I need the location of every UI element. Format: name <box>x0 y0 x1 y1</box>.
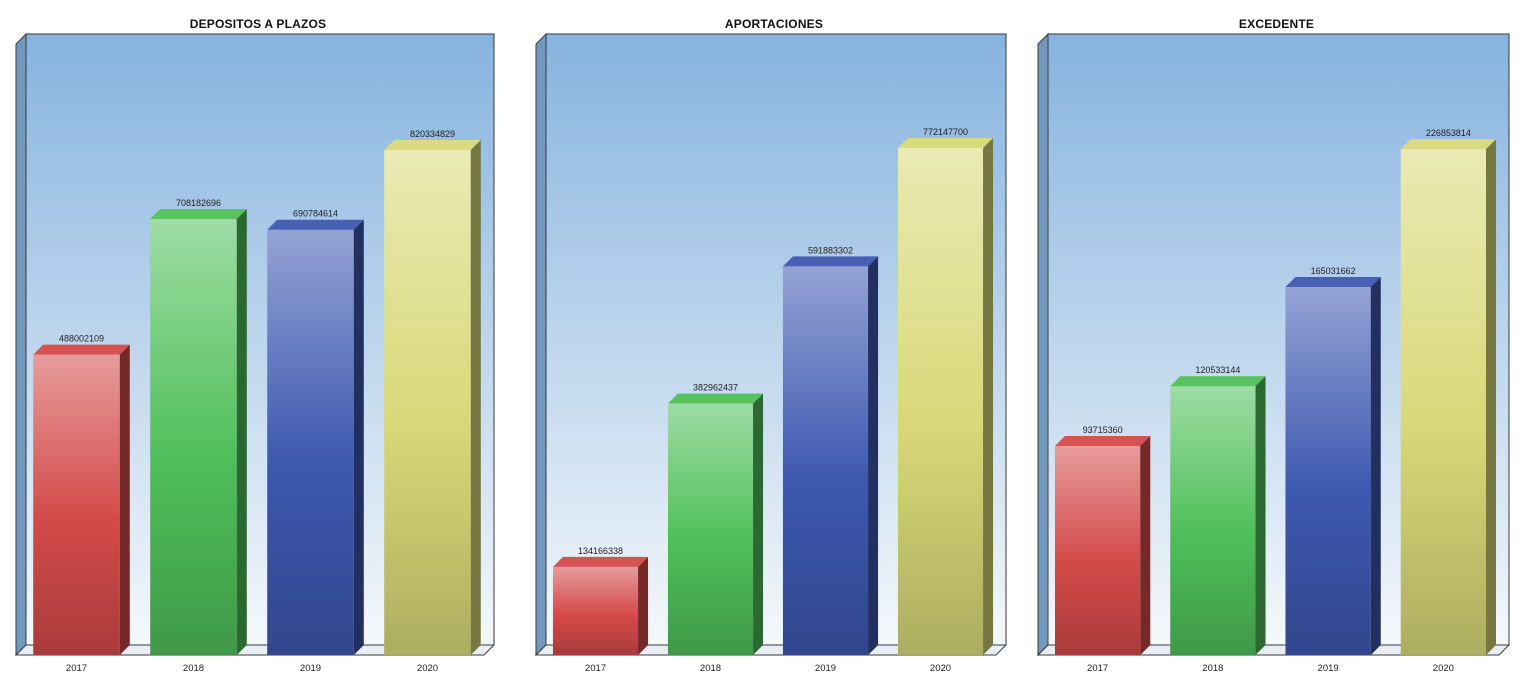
x-tick-label: 2017 <box>66 663 87 674</box>
value-label: 226853814 <box>1426 128 1471 138</box>
value-label: 382962437 <box>693 383 738 393</box>
value-label: 488002109 <box>59 334 104 344</box>
x-tick-label: 2019 <box>1318 663 1339 674</box>
bar-side <box>1486 139 1497 656</box>
value-label: 120533144 <box>1195 365 1240 375</box>
bar-side <box>236 209 247 655</box>
chart-depositos: DEPOSITOS A PLAZOS 488002109 2017 70818269… <box>8 0 508 680</box>
bar-front <box>782 266 869 655</box>
bar-top <box>1400 139 1497 150</box>
bar-top <box>667 393 764 404</box>
chart-title: APORTACIONES <box>724 17 824 31</box>
chart-excedente: EXCEDENTE 93715360 2017 120533144 2018 16503… <box>1030 0 1523 680</box>
value-label: 690784614 <box>293 209 338 219</box>
chart-plot: 488002109 2017 708182696 2018 690784614 2019 8… <box>14 32 496 674</box>
bar-2019 <box>267 219 364 655</box>
bar-front <box>150 219 237 655</box>
bar-side <box>1370 276 1381 655</box>
bar-2019 <box>782 256 879 655</box>
bar-top <box>1054 435 1151 446</box>
bar-2020 <box>1400 139 1497 656</box>
x-tick-label: 2018 <box>183 663 204 674</box>
chart-title: EXCEDENTE <box>1238 17 1315 31</box>
bar-side <box>753 393 764 655</box>
chart-plot: 134166338 2017 382962437 2018 591883302 2019 7… <box>534 32 1008 674</box>
bar-front <box>267 229 354 655</box>
bar-side <box>868 256 879 655</box>
bar-top <box>1170 376 1266 387</box>
bar-2018 <box>150 209 247 655</box>
bar-front <box>552 566 639 655</box>
plot-side-wall <box>15 32 27 657</box>
x-tick-label: 2019 <box>815 663 836 674</box>
value-label: 708182696 <box>176 198 221 208</box>
bar-top <box>782 256 879 267</box>
bar-2018 <box>1170 376 1266 655</box>
bar-front <box>33 354 120 655</box>
bar-side <box>353 219 364 655</box>
bar-side <box>1140 435 1151 655</box>
x-tick-label: 2020 <box>1433 663 1454 674</box>
bar-2020 <box>384 139 481 655</box>
value-label: 165031662 <box>1311 266 1356 276</box>
x-tick-label: 2020 <box>930 663 951 674</box>
x-tick-label: 2020 <box>417 663 438 674</box>
bar-side <box>470 139 481 655</box>
value-label: 591883302 <box>808 245 853 255</box>
bar-top <box>1285 276 1381 287</box>
chart-plot: 93715360 2017 120533144 2018 165031662 2019 22… <box>1036 32 1511 674</box>
bar-front <box>1285 286 1371 655</box>
bar-top <box>267 219 364 230</box>
plot-side-wall <box>535 32 547 657</box>
bar-front <box>384 149 471 655</box>
value-label: 772147700 <box>923 127 968 137</box>
bar-2020 <box>897 137 994 655</box>
value-label: 820334829 <box>410 129 455 139</box>
plot-side-wall <box>1037 32 1049 657</box>
bar-2019 <box>1285 276 1381 655</box>
bar-front <box>1054 445 1141 655</box>
bar-side <box>119 344 130 655</box>
chart-aportaciones: APORTACIONES 134166338 2017 382962437 2018 5… <box>528 0 1020 680</box>
bar-side <box>983 137 994 655</box>
bar-top <box>552 556 649 567</box>
value-label: 134166338 <box>578 546 623 556</box>
x-tick-label: 2018 <box>1202 663 1223 674</box>
bar-front <box>667 403 754 655</box>
value-label: 93715360 <box>1083 425 1123 435</box>
bar-side <box>638 556 649 655</box>
bar-top <box>384 139 481 150</box>
bar-top <box>897 137 994 148</box>
bar-2018 <box>667 393 764 655</box>
bar-2017 <box>33 344 130 655</box>
x-tick-label: 2017 <box>1087 663 1108 674</box>
chart-title: DEPOSITOS A PLAZOS <box>189 17 327 31</box>
bar-2017 <box>1054 435 1151 655</box>
bar-top <box>33 344 130 355</box>
bar-top <box>150 209 247 220</box>
x-tick-label: 2019 <box>300 663 321 674</box>
bar-side <box>1255 376 1266 655</box>
bar-front <box>897 147 984 655</box>
bar-front <box>1400 149 1487 656</box>
bar-2017 <box>552 556 649 655</box>
bar-front <box>1170 386 1256 655</box>
x-tick-label: 2018 <box>700 663 721 674</box>
x-tick-label: 2017 <box>585 663 606 674</box>
